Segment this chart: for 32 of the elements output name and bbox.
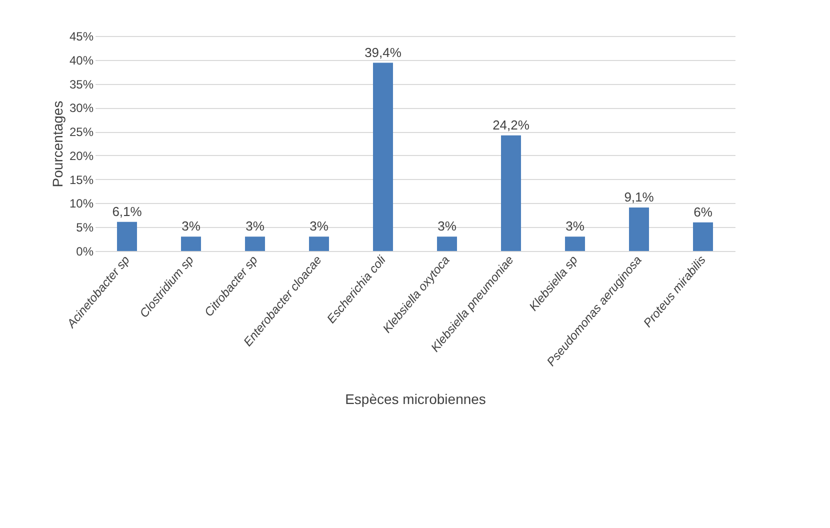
y-axis-title: Pourcentages	[49, 100, 66, 188]
data-label: 3%	[310, 218, 329, 234]
bar	[181, 236, 201, 251]
bar	[565, 236, 585, 251]
data-label: 3%	[566, 218, 585, 234]
data-label: 3%	[182, 218, 201, 234]
y-tick-label: 45%	[69, 30, 94, 44]
data-label: 3%	[246, 218, 265, 234]
bar	[117, 222, 137, 251]
y-tick-label: 25%	[69, 125, 94, 140]
data-label: 24,2%	[492, 117, 530, 132]
data-label: 3%	[438, 218, 457, 234]
data-label: 9,1%	[624, 190, 654, 205]
y-tick-label: 5%	[76, 220, 94, 235]
y-tick-label: 30%	[69, 101, 94, 116]
y-tick-label: 15%	[69, 172, 94, 187]
bar	[373, 62, 393, 251]
x-axis-title: Espèces microbiennes	[345, 391, 486, 408]
bar	[245, 236, 265, 251]
data-label: 6%	[694, 204, 713, 220]
data-label: 39,4%	[364, 44, 402, 60]
y-tick-label: 40%	[69, 53, 94, 68]
y-tick-label: 10%	[69, 196, 94, 211]
y-tick-label: 35%	[69, 77, 94, 92]
y-tick-label: 20%	[69, 148, 94, 163]
data-label: 6,1%	[112, 204, 142, 219]
bar	[629, 208, 649, 251]
bar	[693, 222, 713, 251]
bar	[437, 236, 457, 251]
y-tick-label: 0%	[76, 244, 94, 258]
bar	[501, 135, 521, 251]
bar	[309, 236, 329, 251]
